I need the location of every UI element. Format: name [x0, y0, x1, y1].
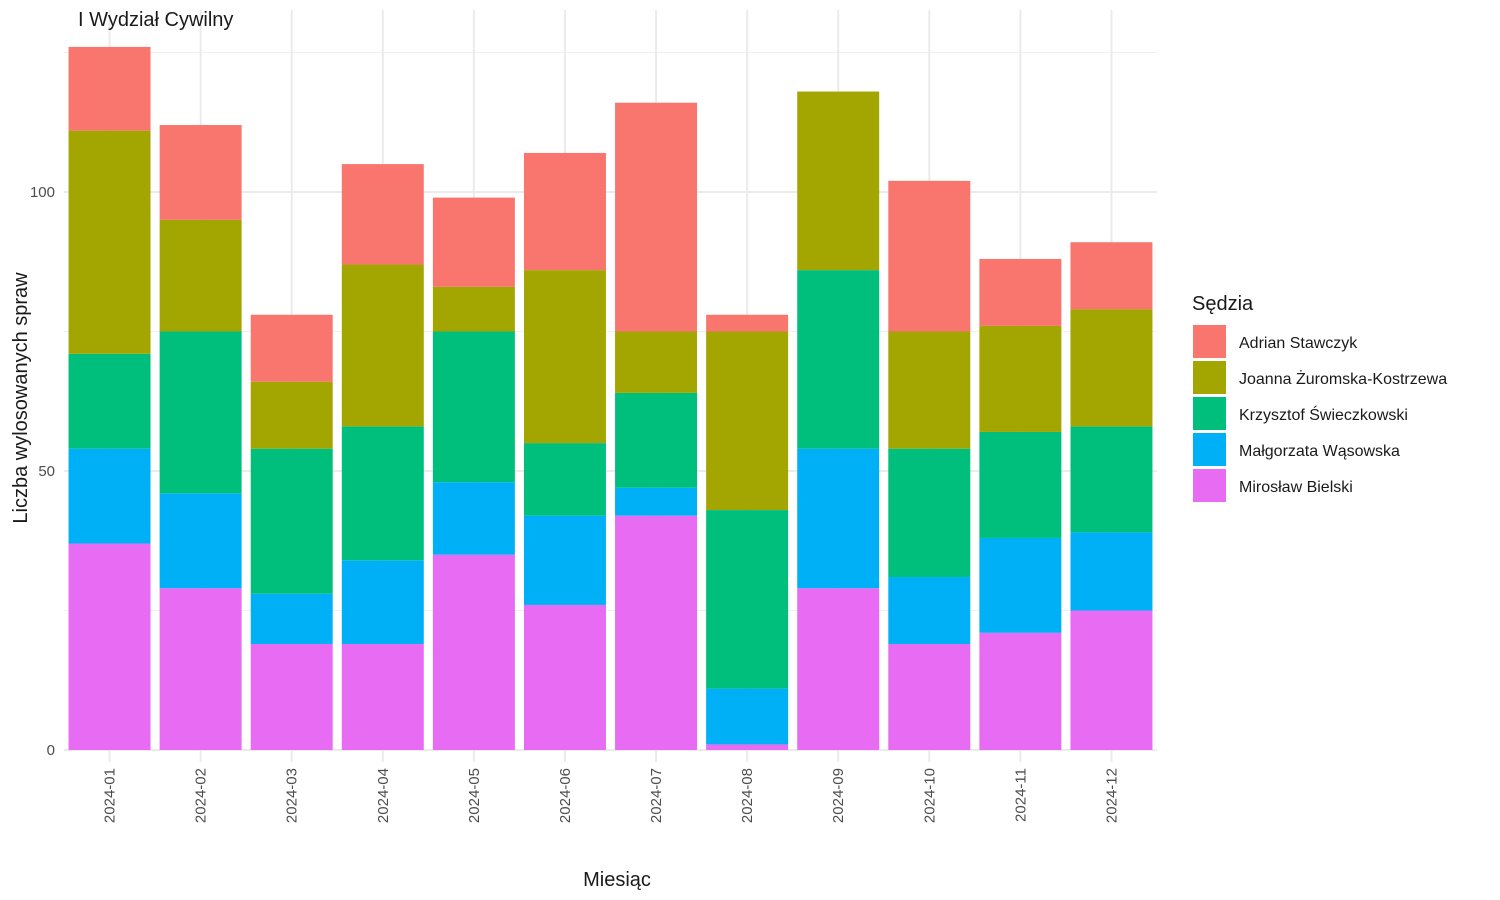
- bar-segment: [615, 392, 698, 488]
- x-tick-label: 2024-02: [193, 768, 210, 823]
- x-tick-label: 2024-05: [466, 768, 483, 823]
- bar-segment: [68, 130, 151, 354]
- bar-segment: [432, 482, 515, 555]
- legend-title: Sędzia: [1192, 293, 1254, 315]
- bar-segment: [68, 353, 151, 449]
- bar-segment: [68, 46, 151, 131]
- bar-segment: [432, 197, 515, 287]
- bar-segment: [250, 643, 333, 750]
- legend-swatch: [1193, 397, 1226, 430]
- legend-label: Mirosław Bielski: [1239, 479, 1353, 496]
- legend-label: Małgorzata Wąsowska: [1239, 443, 1400, 460]
- bars: [68, 46, 1153, 750]
- bar-segment: [250, 593, 333, 644]
- bar-segment: [888, 180, 971, 332]
- bar-segment: [979, 537, 1062, 633]
- bar-segment: [523, 443, 606, 516]
- legend-swatch: [1193, 469, 1226, 502]
- bar-segment: [706, 510, 789, 689]
- bar-segment: [706, 744, 789, 750]
- bar-segment: [797, 588, 880, 750]
- legend-swatch: [1193, 325, 1226, 358]
- bar-segment: [615, 102, 698, 332]
- bar-segment: [706, 314, 789, 332]
- legend-swatch: [1193, 361, 1226, 394]
- x-tick-labels: 2024-01 2024-02 2024-03 2024-04 2024-05 2024-…: [102, 768, 1121, 823]
- bar-segment: [341, 426, 424, 561]
- legend-label: Krzysztof Świeczkowski: [1239, 405, 1408, 424]
- bar-segment: [1070, 426, 1153, 533]
- bar-segment: [888, 331, 971, 449]
- bar-segment: [159, 588, 242, 750]
- x-axis-title: Miesiąc: [583, 869, 651, 891]
- bar-segment: [979, 431, 1062, 538]
- bar-segment: [159, 331, 242, 494]
- bar-segment: [159, 219, 242, 332]
- bar-segment: [979, 632, 1062, 750]
- bar-segment: [1070, 610, 1153, 750]
- bar-segment: [432, 554, 515, 750]
- legend-swatch: [1193, 433, 1226, 466]
- bar-segment: [250, 314, 333, 382]
- bar-segment: [888, 643, 971, 750]
- x-tick-label: 2024-09: [830, 768, 847, 823]
- bar-segment: [432, 331, 515, 483]
- x-tick-label: 2024-06: [557, 768, 574, 823]
- x-tick-label: 2024-12: [1103, 768, 1120, 823]
- bar-segment: [888, 577, 971, 644]
- bar-segment: [615, 331, 698, 393]
- bar-segment: [341, 264, 424, 427]
- bar-segment: [1070, 309, 1153, 427]
- bar-segment: [159, 493, 242, 589]
- x-tick-label: 2024-08: [739, 768, 756, 823]
- bar-segment: [341, 560, 424, 644]
- bar-segment: [615, 487, 698, 516]
- bar-segment: [979, 325, 1062, 432]
- x-tick-label: 2024-01: [102, 768, 119, 823]
- y-tick-labels: 0 50 100: [30, 184, 55, 759]
- bar-segment: [341, 643, 424, 750]
- bar-segment: [250, 448, 333, 594]
- legend-label: Adrian Stawczyk: [1239, 335, 1358, 352]
- y-tick-label: 50: [38, 463, 55, 480]
- y-axis-title: Liczba wylosowanych spraw: [10, 272, 32, 524]
- x-tick-label: 2024-03: [284, 768, 301, 823]
- bar-segment: [615, 515, 698, 750]
- legend-label: Joanna Żuromska-Kostrzewa: [1239, 369, 1447, 388]
- y-tick-label: 0: [47, 742, 55, 759]
- bar-segment: [1070, 242, 1153, 310]
- bar-segment: [341, 164, 424, 265]
- bar-segment: [523, 152, 606, 271]
- bar-segment: [979, 258, 1062, 326]
- bar-segment: [523, 604, 606, 750]
- bar-segment: [1070, 532, 1153, 611]
- x-tick-label: 2024-04: [375, 768, 392, 823]
- bar-segment: [250, 381, 333, 449]
- bar-segment: [706, 688, 789, 745]
- bar-segment: [432, 286, 515, 332]
- bar-segment: [888, 448, 971, 578]
- x-tick-label: 2024-07: [648, 768, 665, 823]
- bar-segment: [797, 91, 880, 271]
- bar-segment: [706, 331, 789, 511]
- bar-segment: [159, 125, 242, 220]
- bar-segment: [797, 448, 880, 589]
- x-tick-label: 2024-10: [921, 768, 938, 823]
- legend: Sędzia Adrian Stawczyk Joanna Żuromska-Ko…: [1192, 293, 1447, 502]
- bar-segment: [523, 515, 606, 605]
- x-tick-label: 2024-11: [1012, 768, 1029, 822]
- bar-segment: [523, 270, 606, 444]
- chart-title: I Wydział Cywilny: [78, 9, 233, 31]
- bar-segment: [68, 448, 151, 544]
- y-tick-label: 100: [30, 184, 55, 201]
- bar-segment: [68, 543, 151, 750]
- bar-segment: [797, 270, 880, 449]
